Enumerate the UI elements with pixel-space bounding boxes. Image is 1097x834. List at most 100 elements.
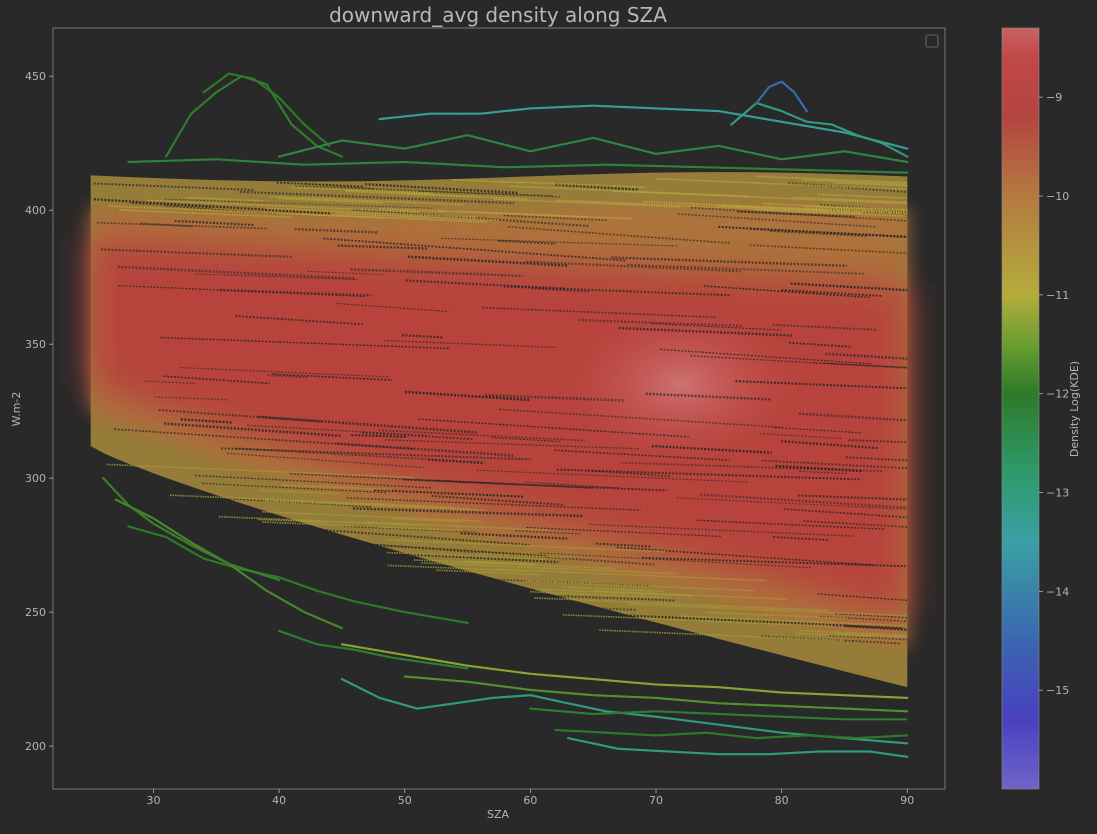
density-streak — [194, 474, 433, 489]
y-tick-label: 300 — [25, 472, 46, 485]
density-streak — [515, 530, 580, 535]
density-streak-edge — [562, 586, 664, 593]
density-streak — [235, 315, 363, 326]
density-streak — [352, 208, 590, 228]
density-streak — [301, 547, 559, 564]
density-streak-edge — [680, 615, 908, 627]
density-streak — [336, 302, 449, 313]
density-streak — [460, 532, 568, 540]
density-streak — [267, 374, 308, 379]
density-streak-edge — [516, 181, 646, 189]
density-streak — [759, 432, 842, 440]
density-streak-edge — [706, 611, 848, 620]
legend-box — [925, 34, 939, 48]
density-streak — [817, 593, 908, 601]
density-streak — [187, 495, 372, 508]
density-streak — [323, 237, 626, 262]
density-streak — [258, 415, 478, 434]
data-streaks — [93, 175, 908, 645]
series-line-lower-left-green-d — [102, 477, 281, 582]
density-streak — [291, 526, 530, 546]
density-streak — [735, 380, 908, 390]
density-streak-edge — [414, 559, 616, 570]
density-streak-edge — [106, 463, 413, 479]
density-streak — [690, 206, 908, 222]
density-streak-edge — [379, 207, 447, 213]
density-streak-edge — [799, 629, 908, 637]
y-axis: 200 250 300 350 400 450 — [25, 70, 53, 753]
density-streak — [117, 265, 356, 280]
density-streak — [131, 201, 213, 209]
density-streak-edge — [281, 484, 392, 491]
density-streak-edge — [436, 569, 542, 576]
density-streak-edge — [534, 597, 830, 612]
density-streak — [553, 449, 730, 462]
density-streak — [431, 495, 565, 506]
colorbar — [1001, 27, 1040, 790]
density-streak — [201, 482, 387, 494]
density-streak — [427, 458, 484, 465]
density-streak — [677, 213, 877, 228]
series-line-lower-teal-a — [340, 678, 909, 745]
y-tick-label: 250 — [25, 606, 46, 619]
density-streak — [418, 418, 689, 438]
data-series — [102, 72, 909, 758]
density-streak — [96, 221, 268, 230]
density-streak — [659, 348, 872, 365]
x-tick-label: 40 — [272, 794, 286, 807]
density-streak — [799, 470, 847, 475]
density-streak — [179, 366, 390, 378]
density-streak — [491, 437, 561, 443]
colorbar-tick-label: −14 — [1046, 585, 1069, 598]
density-streak-edge — [386, 551, 547, 561]
density-streak — [618, 326, 794, 337]
density-streak — [180, 418, 233, 424]
series-line-upper-noise-b — [127, 158, 909, 174]
density-streak — [498, 408, 783, 429]
density-streak — [93, 182, 254, 191]
density-streak — [498, 239, 556, 245]
density-streak-edge — [385, 538, 665, 553]
density-streak — [700, 493, 908, 509]
density-streak-edge — [147, 199, 419, 213]
density-streak-edge — [535, 588, 694, 597]
x-tick-label: 90 — [900, 794, 914, 807]
density-streak-edge — [169, 494, 454, 509]
density-streak — [589, 523, 855, 537]
series-line-upper-envelope — [378, 104, 909, 150]
density-streak — [272, 373, 393, 381]
density-streak — [525, 260, 741, 273]
density-streak — [351, 434, 407, 439]
density-streak-edge — [762, 202, 908, 211]
density-streak-edge — [495, 568, 768, 582]
density-streak — [118, 284, 365, 298]
density-streak — [651, 444, 772, 454]
density-streak — [154, 396, 227, 401]
density-streak-edge — [458, 210, 633, 220]
density-streak — [827, 209, 908, 215]
series-line-lower-teal-b — [567, 737, 909, 758]
x-axis: 30 40 50 60 70 80 90 — [147, 789, 914, 807]
density-streak-edge — [756, 175, 908, 184]
plot-frame — [52, 27, 946, 790]
density-streak-edge — [261, 510, 481, 522]
series-line-lower-left-green-c — [278, 629, 469, 670]
colorbar-tick-label: −9 — [1046, 91, 1062, 104]
density-streak — [343, 525, 478, 533]
density-streak — [346, 497, 641, 511]
colorbar-axis: −9 −10 −11 −12 −13 −14 −15 — [1039, 91, 1069, 697]
colorbar-tick-label: −15 — [1046, 684, 1069, 697]
density-streak — [829, 634, 908, 641]
density-streak-edge — [803, 205, 908, 212]
density-streak — [195, 273, 358, 281]
density-streak — [160, 336, 449, 350]
x-tick-label: 70 — [649, 794, 663, 807]
density-streak — [689, 355, 908, 369]
density-streak — [531, 287, 591, 293]
density-streak-edge — [336, 212, 499, 222]
density-streak — [114, 428, 415, 450]
density-streak-edge — [529, 590, 671, 599]
density-band — [90, 172, 908, 688]
density-streak-edge — [264, 500, 486, 512]
